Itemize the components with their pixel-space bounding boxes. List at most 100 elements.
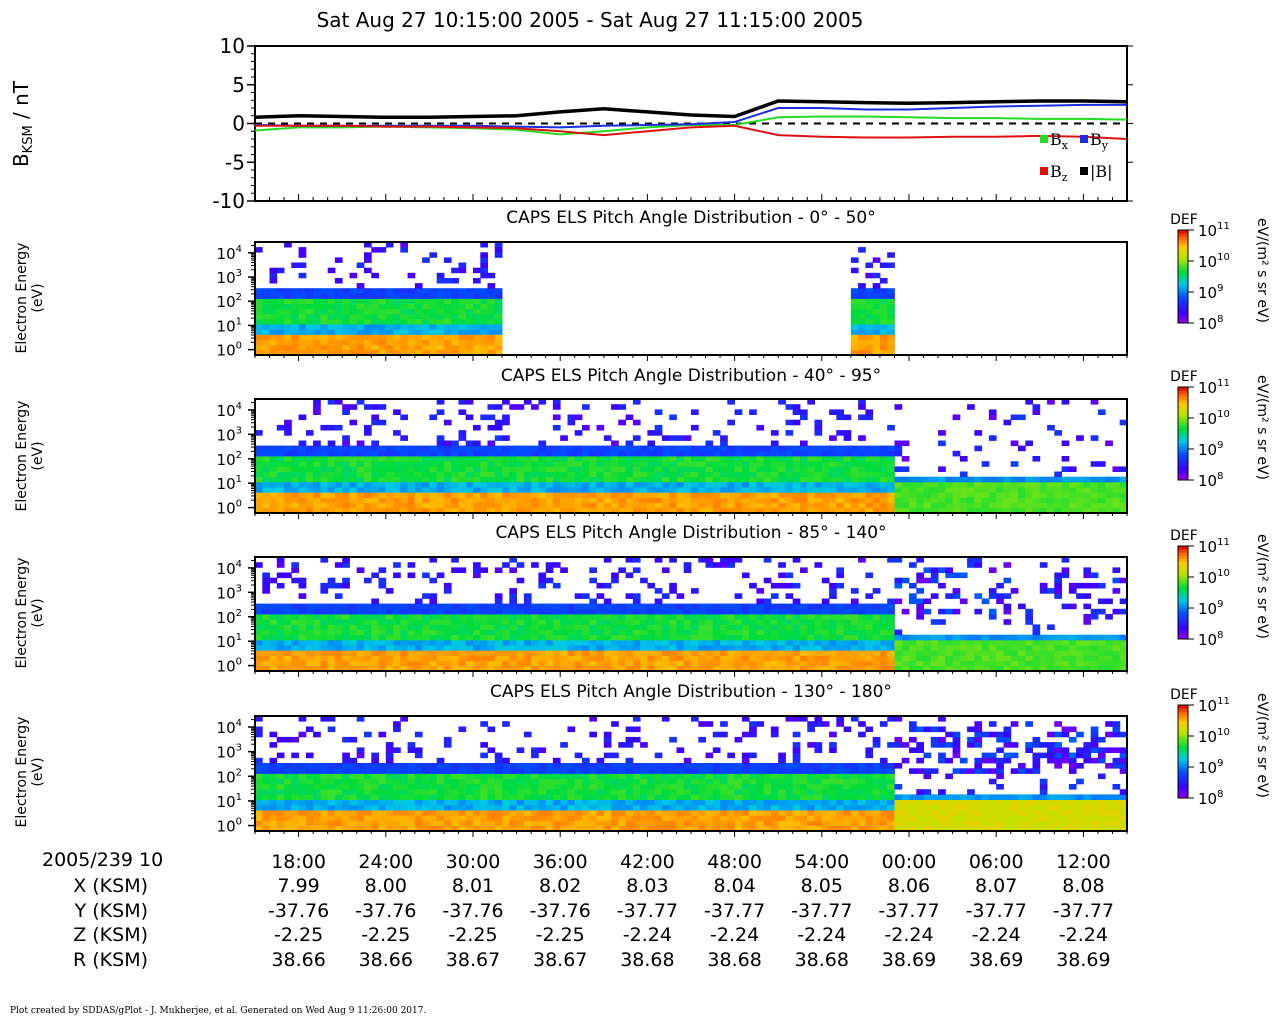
spectrogram-cell xyxy=(676,624,685,630)
spectrogram-cell xyxy=(691,588,699,594)
spectrogram-cell xyxy=(334,492,343,498)
spectrogram-cell xyxy=(1061,497,1070,504)
spectrogram-cell xyxy=(305,660,314,667)
spectrogram-cell xyxy=(814,608,823,615)
spectrogram-cell xyxy=(1025,481,1033,488)
spectrogram-cell xyxy=(582,815,590,821)
spectrogram-cell xyxy=(393,466,401,472)
spectrogram-cell xyxy=(523,731,532,738)
spectrogram-cell xyxy=(531,404,539,410)
spectrogram-cell xyxy=(393,409,401,415)
spectrogram-cell xyxy=(502,435,510,441)
spectrogram-cell xyxy=(523,660,532,667)
spectrogram-cell xyxy=(378,308,387,315)
spectrogram-cell xyxy=(988,650,997,656)
spectrogram-cell xyxy=(364,445,372,452)
spectrogram-cell xyxy=(371,461,379,467)
spectrogram-cell xyxy=(356,567,365,573)
spectrogram-cell xyxy=(785,650,794,656)
spectrogram-cell xyxy=(967,481,975,488)
spectrogram-cell xyxy=(1090,572,1099,579)
spectrogram-cell xyxy=(1097,481,1106,488)
spectrogram-cell xyxy=(509,567,517,573)
spectrogram-cell xyxy=(923,502,932,509)
spectrogram-cell xyxy=(523,461,532,467)
spectrogram-cell xyxy=(429,804,438,811)
spectrogram-cell xyxy=(327,313,336,320)
spectrogram-cell xyxy=(945,487,953,493)
spectrogram-cell xyxy=(952,665,961,672)
spectrogram-cell xyxy=(531,799,539,806)
spectrogram-cell xyxy=(625,726,634,733)
spectrogram-cell xyxy=(792,619,801,625)
panel-title-pa-85-140: CAPS ELS Pitch Angle Distribution - 85° … xyxy=(495,523,887,543)
spectrogram-cell xyxy=(516,784,525,790)
spectrogram-cell xyxy=(364,507,372,514)
spectrogram-cell xyxy=(320,339,329,346)
spectrogram-cell xyxy=(371,789,379,795)
spectrogram-cell xyxy=(262,634,270,641)
spectrogram-cell xyxy=(1119,665,1128,672)
spectrogram-cell xyxy=(865,293,874,299)
spectrogram-cell xyxy=(523,825,532,832)
spectrogram-cell xyxy=(661,665,670,672)
spectrogram-cell xyxy=(393,634,401,641)
spectrogram-cell xyxy=(836,487,844,493)
spectrogram-cell xyxy=(276,634,285,641)
spectrogram-cell xyxy=(858,313,866,320)
spectrogram-cell xyxy=(407,334,416,340)
spectrogram-cell xyxy=(487,424,496,431)
spectrogram-cell xyxy=(938,619,946,625)
spectrogram-cell xyxy=(487,784,496,790)
spectrogram-cell xyxy=(1083,487,1092,493)
spectrogram-cell xyxy=(829,476,837,483)
spectrogram-cell xyxy=(407,820,416,827)
spectrogram-cell xyxy=(887,308,895,315)
spectrogram-cell xyxy=(334,507,343,514)
spectrogram-cell xyxy=(531,784,539,790)
spectrogram-cell xyxy=(625,820,634,827)
spectrogram-cell xyxy=(916,634,924,641)
spectrogram-cell xyxy=(284,789,292,795)
spectrogram-cell xyxy=(661,450,670,457)
spectrogram-cell xyxy=(763,577,772,584)
spectrogram-cell xyxy=(400,313,408,320)
spectrogram-cell xyxy=(712,507,721,514)
spectrogram-cell xyxy=(255,298,263,304)
spectrogram-cell xyxy=(473,308,481,315)
spectrogram-cell xyxy=(531,502,539,509)
spectrogram-cell xyxy=(1010,497,1019,504)
spectrogram-cell xyxy=(981,476,990,483)
spectrogram-cell xyxy=(371,293,379,299)
spectrogram-cell xyxy=(574,481,583,488)
spectrogram-cell xyxy=(676,665,685,672)
spectrogram-cell xyxy=(349,815,358,821)
spectrogram-cell xyxy=(756,634,765,641)
spectrogram-cell xyxy=(1076,665,1084,672)
spectrogram-cell xyxy=(676,619,685,625)
spectrogram-cell xyxy=(349,603,358,610)
spectrogram-cell xyxy=(429,349,438,356)
spectrogram-cell xyxy=(262,614,270,620)
spectrogram-cell xyxy=(574,650,583,656)
spectrogram-cell xyxy=(276,799,285,806)
spectrogram-cell xyxy=(538,456,547,462)
spectrogram-cell xyxy=(305,497,314,504)
spectrogram-cell xyxy=(516,650,525,656)
spectrogram-cell xyxy=(814,461,823,467)
spectrogram-cell xyxy=(865,502,874,509)
spectrogram-cell xyxy=(836,461,844,467)
spectrogram-cell xyxy=(291,502,299,509)
spectrogram-cell xyxy=(1032,645,1041,651)
spectrogram-cell xyxy=(262,582,270,589)
spectrogram-cell xyxy=(538,445,547,452)
spectrogram-cell xyxy=(770,634,779,641)
spectrogram-cell xyxy=(371,598,379,605)
spectrogram-cell xyxy=(800,645,808,651)
spectrogram-cell xyxy=(407,608,416,615)
spectrogram-cell xyxy=(480,789,488,795)
spectrogram-cell xyxy=(451,794,459,800)
spectrogram-cell xyxy=(443,773,452,780)
spectrogram-cell xyxy=(385,650,394,656)
spectrogram-cell xyxy=(480,257,488,263)
